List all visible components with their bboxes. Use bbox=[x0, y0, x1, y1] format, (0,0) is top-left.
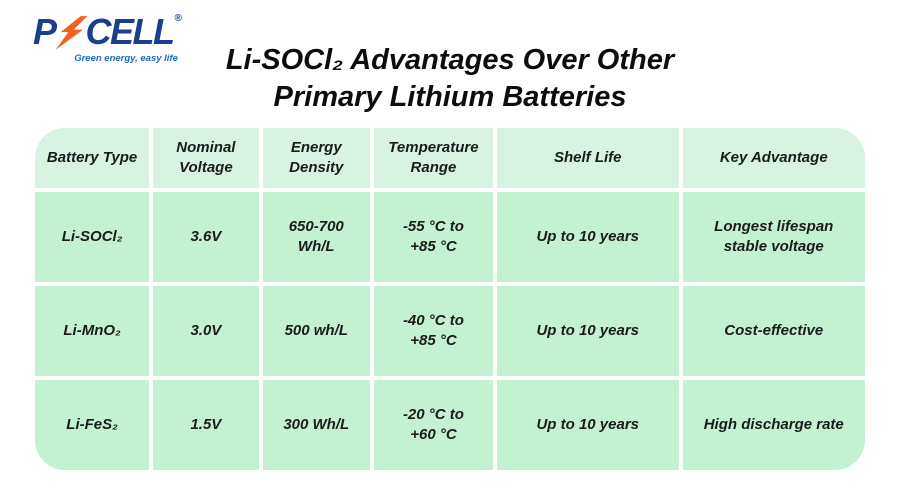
title-line-1: Li-SOCl₂ Advantages Over Other bbox=[225, 44, 675, 76]
header-cell-nominal-voltage: Nominal Voltage bbox=[153, 128, 259, 188]
cell-limno2-temperature-range: -40 °C to +85 °C bbox=[373, 286, 493, 376]
logo-tagline: Green energy, easy life bbox=[74, 53, 178, 64]
registered-trademark-icon: ® bbox=[174, 13, 182, 24]
battery-comparison-table: Battery Type Nominal Voltage Energy Dens… bbox=[35, 128, 865, 470]
header-cell-shelf-life: Shelf Life bbox=[496, 128, 679, 188]
title-line-2: Primary Lithium Batteries bbox=[273, 81, 627, 113]
lightning-bolt-icon bbox=[55, 16, 87, 50]
cell-limno2-key-advantage: Cost-effective bbox=[682, 286, 865, 376]
cell-limno2-nominal-voltage: 3.0V bbox=[153, 286, 259, 376]
cell-lifes2-shelf-life: Up to 10 years bbox=[496, 380, 679, 470]
cell-limno2-energy-density: 500 wh/L bbox=[262, 286, 370, 376]
logo-text-p: P bbox=[33, 11, 57, 52]
header-cell-battery-type: Battery Type bbox=[35, 128, 150, 188]
cell-lifes2-energy-density: 300 Wh/L bbox=[262, 380, 370, 470]
logo-text-cell: CELL bbox=[85, 11, 176, 52]
cell-lifes2-battery-type: Li-FeS₂ bbox=[35, 380, 150, 470]
cell-lisocl2-temperature-range: -55 °C to +85 °C bbox=[373, 192, 493, 282]
cell-lisocl2-key-advantage: Longest lifespan stable voltage bbox=[682, 192, 865, 282]
cell-lisocl2-shelf-life: Up to 10 years bbox=[496, 192, 679, 282]
cell-lisocl2-nominal-voltage: 3.6V bbox=[153, 192, 259, 282]
cell-lisocl2-energy-density: 650-700 Wh/L bbox=[262, 192, 370, 282]
cell-lifes2-nominal-voltage: 1.5V bbox=[153, 380, 259, 470]
page-title: Li-SOCl₂ Advantages Over Other Primary L… bbox=[0, 42, 900, 116]
logo-wordmark: P CELL ® bbox=[33, 14, 182, 50]
cell-lisocl2-battery-type: Li-SOCl₂ bbox=[35, 192, 150, 282]
header-cell-temperature-range: Temperature Range bbox=[373, 128, 493, 188]
cell-lifes2-temperature-range: -20 °C to +60 °C bbox=[373, 380, 493, 470]
header-cell-energy-density: Energy Density bbox=[262, 128, 370, 188]
cell-limno2-battery-type: Li-MnO₂ bbox=[35, 286, 150, 376]
header-cell-key-advantage: Key Advantage bbox=[682, 128, 865, 188]
pkcell-logo: P CELL ® Green energy, easy life bbox=[33, 14, 182, 65]
cell-limno2-shelf-life: Up to 10 years bbox=[496, 286, 679, 376]
cell-lifes2-key-advantage: High discharge rate bbox=[682, 380, 865, 470]
